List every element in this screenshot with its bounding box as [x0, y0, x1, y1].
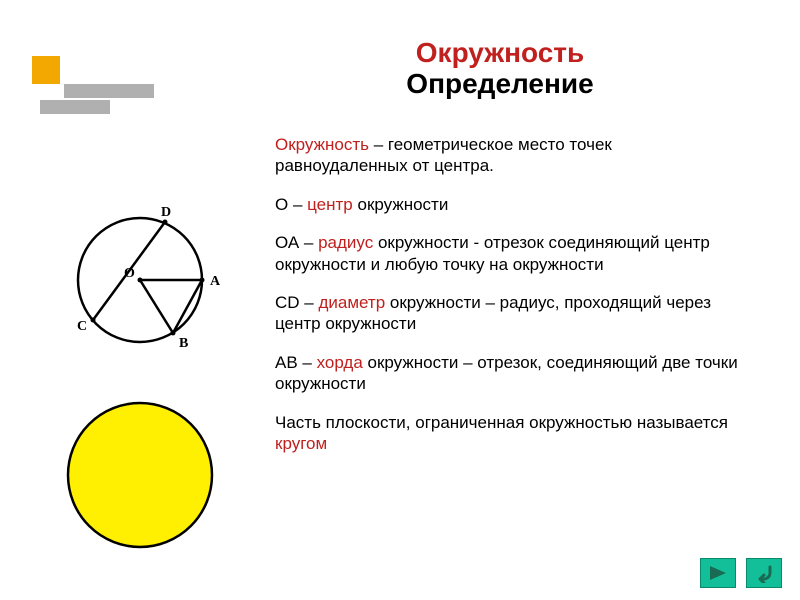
definition-item: О – центр окружности	[275, 194, 745, 215]
decor-block-3	[40, 100, 110, 114]
circle-diagram: O A B C D	[55, 190, 225, 360]
definition-highlight: кругом	[275, 434, 327, 453]
definition-item: ОА – радиус окружности - отрезок соединя…	[275, 232, 745, 275]
decor-block-1	[32, 56, 60, 84]
definition-pre: АВ –	[275, 353, 317, 372]
svg-text:D: D	[161, 205, 171, 220]
definition-pre: ОА –	[275, 233, 318, 252]
definition-highlight: радиус	[318, 233, 373, 252]
definition-item: Окружность – геометрическое место точек …	[275, 134, 745, 177]
svg-text:A: A	[210, 274, 221, 289]
definition-highlight: центр	[307, 195, 353, 214]
return-button[interactable]	[746, 558, 782, 588]
definitions-block: Окружность – геометрическое место точек …	[275, 134, 745, 471]
definition-highlight: Окружность	[275, 135, 369, 154]
definition-pre: Часть плоскости, ограниченная окружность…	[275, 413, 728, 432]
title-line-1: Окружность	[280, 38, 720, 69]
next-button[interactable]	[700, 558, 736, 588]
definition-highlight: диаметр	[318, 293, 385, 312]
definition-post: окружности	[353, 195, 449, 214]
title-line-2: Определение	[280, 69, 720, 100]
nav-buttons	[700, 558, 782, 588]
svg-text:C: C	[77, 319, 87, 334]
slide-title: Окружность Определение	[280, 38, 720, 100]
definition-highlight: хорда	[317, 353, 363, 372]
definition-item: CD – диаметр окружности – радиус, проход…	[275, 292, 745, 335]
return-icon	[752, 563, 776, 583]
definition-item: АВ – хорда окружности – отрезок, соединя…	[275, 352, 745, 395]
triangle-right-icon	[708, 564, 728, 582]
definition-pre: О –	[275, 195, 307, 214]
definition-pre: CD –	[275, 293, 318, 312]
svg-text:B: B	[179, 336, 188, 351]
definition-item: Часть плоскости, ограниченная окружность…	[275, 412, 745, 455]
decor-block-2	[64, 84, 154, 98]
filled-circle	[65, 400, 215, 550]
svg-text:O: O	[124, 266, 135, 281]
